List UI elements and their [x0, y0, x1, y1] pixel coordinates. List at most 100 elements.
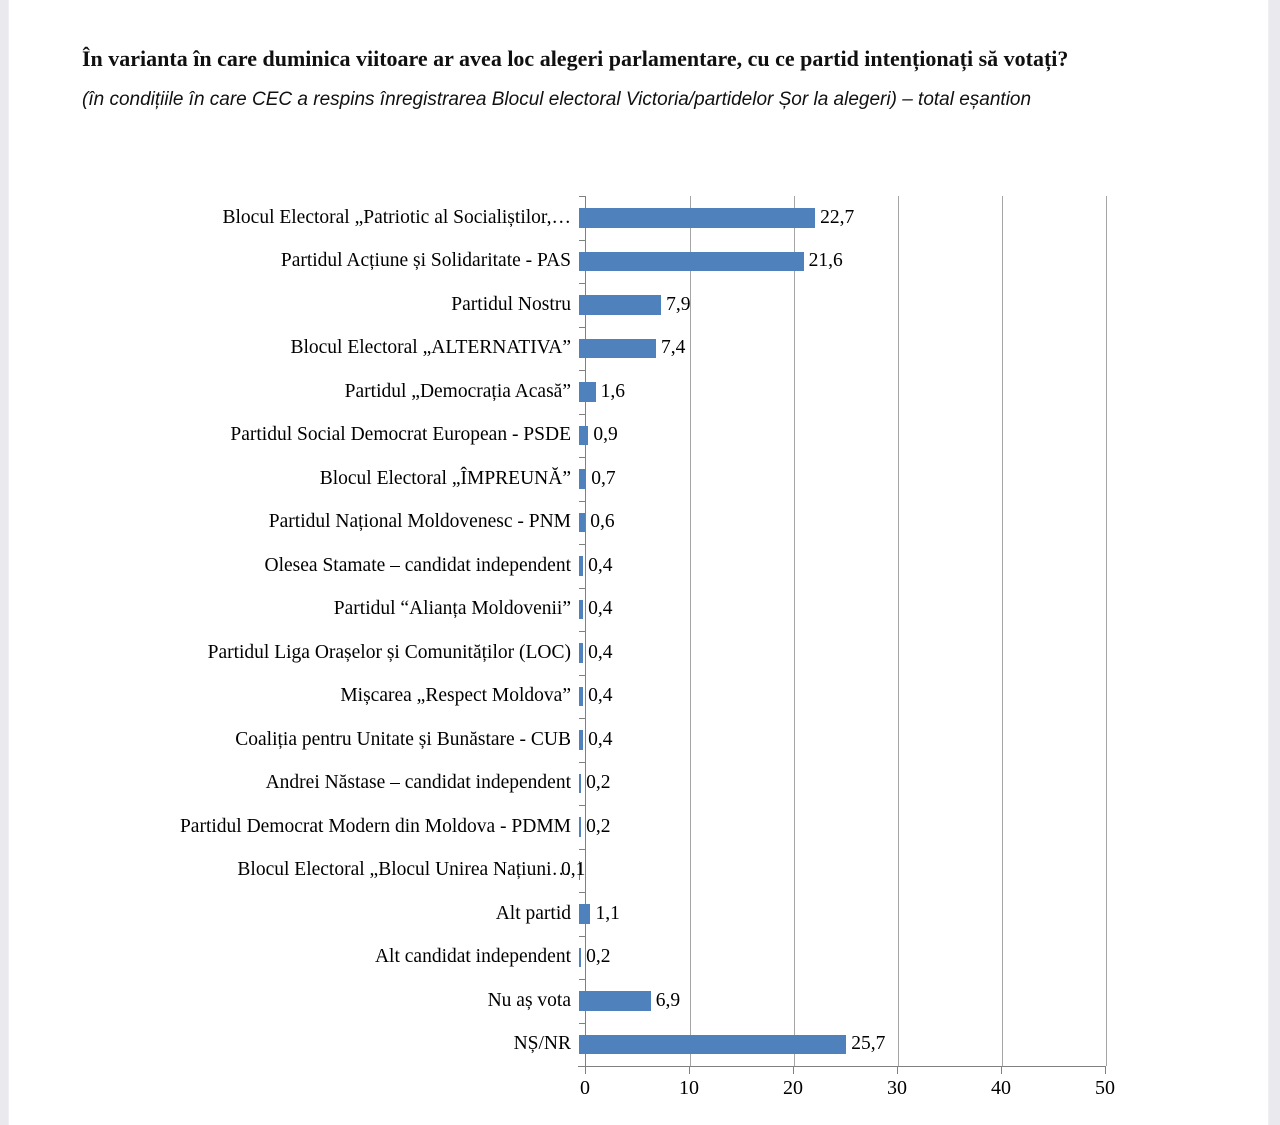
value-label: 0,4: [588, 728, 613, 750]
value-label: 0,2: [586, 772, 611, 794]
x-axis-tick-label: 30: [887, 1077, 907, 1099]
value-label: 0,6: [590, 511, 615, 533]
category-label: Partidul Democrat Modern din Moldova - P…: [179, 815, 571, 837]
bar-cell: 7,9: [578, 283, 1118, 327]
x-axis-tick: [1001, 1067, 1002, 1074]
bar-cell: 1,6: [578, 370, 1118, 414]
screenshot-right-edge: [1268, 0, 1280, 1125]
x-axis-tick: [1105, 1067, 1106, 1074]
y-axis-tick: [579, 848, 586, 850]
screenshot-left-edge: [0, 0, 9, 1125]
chart-row: Nu aș vota 6,9: [0, 979, 1118, 1023]
chart-row: Partidul Liga Orașelor și Comunităților …: [0, 631, 1118, 675]
category-label: Alt partid: [495, 902, 571, 924]
bar-rows: Blocul Electoral „Patriotic al Socialișt…: [0, 196, 1118, 1066]
category-label: NȘ/NR: [513, 1033, 571, 1055]
value-label: 7,4: [660, 337, 686, 359]
gridline: [1106, 196, 1107, 1066]
value-label: 25,7: [851, 1033, 886, 1055]
category-label: Blocul Electoral „ALTERNATIVA”: [290, 337, 571, 359]
bar-cell: 0,2: [578, 805, 1118, 849]
y-axis-tick: [579, 500, 586, 502]
chart-row: Partidul “Alianța Moldovenii” 0,4: [0, 588, 1118, 632]
bar: [579, 599, 584, 619]
chart-row: Blocul Electoral „Blocul Unirea Națiuni……: [0, 849, 1118, 893]
bar-cell: 0,4: [578, 675, 1118, 719]
gridline: [690, 196, 691, 1066]
category-label: Blocul Electoral „Patriotic al Socialișt…: [222, 206, 571, 228]
x-axis-tick: [793, 1067, 794, 1074]
category-label: Partidul Liga Orașelor și Comunităților …: [207, 641, 571, 663]
bar-cell: 25,7: [578, 1023, 1118, 1067]
value-label: 1,1: [595, 902, 620, 924]
category-label: Partidul Național Moldovenesc - PNM: [268, 511, 571, 533]
value-label: 0,4: [588, 554, 613, 576]
bar: [579, 208, 816, 228]
category-label: Olesea Stamate – candidat independent: [264, 554, 571, 576]
y-axis-tick: [579, 196, 586, 197]
bar-cell: 6,9: [578, 979, 1118, 1023]
value-label: 22,7: [820, 206, 855, 228]
chart-row: Mișcarea „Respect Moldova” 0,4: [0, 675, 1118, 719]
bar: [579, 338, 656, 358]
x-axis-tick-label: 40: [991, 1077, 1011, 1099]
bar-cell: 1,1: [578, 892, 1118, 936]
chart-row: NȘ/NR 25,7: [0, 1023, 1118, 1067]
chart-row: Blocul Electoral „ALTERNATIVA” 7,4: [0, 327, 1118, 371]
chart-row: Blocul Electoral „ÎMPREUNĂ” 0,7: [0, 457, 1118, 501]
bar: [579, 643, 584, 663]
chart-row: Blocul Electoral „Patriotic al Socialișt…: [0, 196, 1118, 240]
gridline: [1002, 196, 1003, 1066]
y-axis-tick: [579, 674, 586, 676]
bar-cell: 22,7: [578, 196, 1118, 240]
chart-row: Alt partid 1,1: [0, 892, 1118, 936]
y-axis-tick: [579, 370, 586, 371]
y-axis-tick: [579, 631, 586, 632]
category-label: Partidul “Alianța Moldovenii”: [333, 598, 571, 620]
chart-row: Partidul Democrat Modern din Moldova - P…: [0, 805, 1118, 849]
chart-row: Andrei Năstase – candidat independent 0,2: [0, 762, 1118, 806]
bar-cell: 0,4: [578, 718, 1118, 762]
bar-chart: Blocul Electoral „Patriotic al Socialișt…: [0, 196, 1160, 1121]
category-label: Partidul Nostru: [451, 293, 571, 315]
y-axis-tick: [579, 413, 586, 415]
x-axis-line: [578, 1066, 1106, 1067]
x-axis-tick: [689, 1067, 690, 1074]
y-axis-tick: [579, 979, 586, 980]
chart-row: Alt candidat independent 0,2: [0, 936, 1118, 980]
y-axis-tick: [579, 587, 586, 589]
bar: [579, 904, 591, 924]
value-label: 0,2: [586, 946, 611, 968]
y-axis-tick: [579, 239, 586, 241]
plot-area: [579, 196, 1107, 1067]
bar-cell: 0,4: [578, 544, 1118, 588]
y-axis-tick: [579, 761, 586, 763]
category-label: Nu aș vota: [487, 989, 571, 1011]
bar: [579, 469, 587, 489]
bar: [579, 251, 804, 271]
value-label: 0,2: [586, 815, 611, 837]
chart-row: Partidul Național Moldovenesc - PNM 0,6: [0, 501, 1118, 545]
y-axis-tick: [579, 892, 586, 893]
bar-cell: 0,7: [578, 457, 1118, 501]
x-axis-tick: [897, 1067, 898, 1074]
category-label: Alt candidat independent: [374, 946, 571, 968]
chart-row: Coaliția pentru Unitate și Bunăstare - C…: [0, 718, 1118, 762]
chart-row: Partidul Social Democrat European - PSDE…: [0, 414, 1118, 458]
value-label: 7,9: [666, 293, 691, 315]
chart-row: Partidul Nostru 7,9: [0, 283, 1118, 327]
bar: [579, 860, 581, 880]
chart-row: Partidul Acțiune și Solidaritate - PAS 21…: [0, 240, 1118, 284]
value-label: 21,6: [808, 250, 843, 272]
value-label: 0,7: [591, 467, 616, 489]
bar: [579, 686, 584, 706]
value-label: 1,6: [600, 380, 625, 402]
y-axis-tick: [579, 805, 586, 806]
bar-cell: 0,2: [578, 762, 1118, 806]
bar: [579, 556, 584, 576]
value-label: 0,1: [561, 859, 586, 881]
x-axis-tick: [585, 1067, 586, 1074]
bar-cell: 0,4: [578, 588, 1118, 632]
y-axis-tick: [579, 544, 586, 545]
bar: [579, 295, 662, 315]
